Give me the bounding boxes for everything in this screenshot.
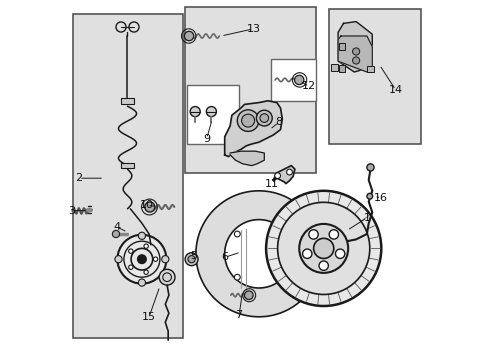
Circle shape (274, 173, 280, 179)
Polygon shape (337, 36, 371, 72)
Circle shape (241, 114, 254, 127)
Bar (328, 9, 420, 144)
Bar (330, 64, 337, 71)
Circle shape (294, 75, 303, 85)
Text: 6: 6 (221, 252, 228, 262)
Text: 5: 5 (190, 251, 197, 261)
Circle shape (265, 191, 381, 306)
Circle shape (128, 249, 133, 253)
Text: 14: 14 (388, 85, 402, 95)
Circle shape (138, 279, 145, 286)
Circle shape (244, 291, 253, 300)
Bar (366, 66, 373, 72)
Circle shape (308, 230, 318, 239)
Circle shape (117, 235, 166, 284)
Text: 1: 1 (363, 213, 369, 223)
Text: 10: 10 (140, 200, 154, 210)
Circle shape (137, 255, 146, 264)
Circle shape (162, 256, 168, 263)
Circle shape (144, 202, 155, 212)
Circle shape (112, 230, 120, 238)
Circle shape (352, 48, 359, 55)
Circle shape (184, 31, 193, 41)
Circle shape (138, 232, 145, 239)
Circle shape (187, 256, 195, 263)
Circle shape (234, 274, 240, 280)
Circle shape (185, 253, 198, 266)
Bar (121, 163, 134, 168)
Circle shape (234, 231, 240, 237)
Bar (186, 85, 239, 144)
Bar (339, 43, 344, 50)
Circle shape (260, 114, 268, 122)
Text: 4: 4 (113, 222, 120, 232)
Text: 16: 16 (373, 193, 387, 203)
Text: 8: 8 (275, 117, 282, 127)
Polygon shape (196, 191, 321, 317)
Circle shape (313, 238, 333, 258)
Text: 12: 12 (302, 81, 316, 91)
Circle shape (143, 244, 148, 248)
Circle shape (366, 193, 372, 199)
Circle shape (335, 249, 344, 258)
Text: 7: 7 (235, 310, 242, 320)
Circle shape (328, 230, 338, 239)
Circle shape (237, 110, 258, 131)
Circle shape (143, 270, 148, 274)
Text: 9: 9 (203, 134, 210, 144)
Bar (339, 65, 344, 72)
Circle shape (190, 107, 200, 117)
Circle shape (366, 164, 373, 171)
Circle shape (286, 169, 292, 175)
Bar (185, 7, 316, 173)
Polygon shape (224, 101, 282, 157)
Circle shape (277, 202, 369, 294)
Circle shape (128, 265, 133, 269)
Circle shape (318, 261, 328, 270)
Text: 13: 13 (246, 24, 260, 34)
Bar (271, 59, 316, 101)
Text: 2: 2 (75, 173, 82, 183)
Circle shape (206, 107, 216, 117)
Circle shape (153, 257, 158, 261)
Bar (73, 14, 183, 338)
Circle shape (115, 256, 122, 263)
Text: 15: 15 (142, 312, 156, 322)
Circle shape (352, 57, 359, 64)
Bar (121, 98, 134, 104)
Polygon shape (230, 151, 264, 166)
Text: 3: 3 (68, 206, 75, 216)
Circle shape (302, 249, 311, 258)
Circle shape (159, 269, 175, 285)
Circle shape (299, 224, 347, 273)
Circle shape (256, 110, 272, 126)
Polygon shape (273, 166, 294, 184)
Polygon shape (337, 22, 371, 72)
Text: 11: 11 (264, 179, 278, 189)
